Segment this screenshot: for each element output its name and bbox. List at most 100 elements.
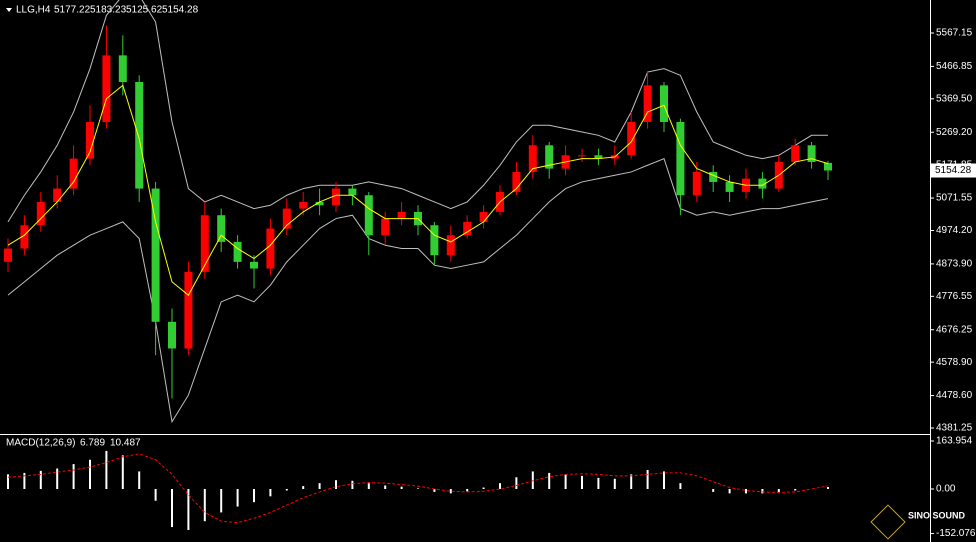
macd-bar	[220, 488, 223, 513]
candle-body	[168, 321, 176, 349]
macd-bar	[745, 488, 747, 494]
candle-body	[807, 145, 816, 162]
candle-body	[463, 221, 472, 236]
macd-bar	[515, 477, 518, 489]
macd-bar	[138, 471, 141, 489]
candle-body	[4, 248, 12, 262]
candle-body	[512, 171, 521, 192]
macd-bar	[89, 459, 91, 489]
menu-arrow	[6, 8, 12, 12]
candle-body	[578, 155, 586, 157]
macd-bar	[679, 483, 682, 489]
y-tick-label: 5369.50	[936, 93, 973, 104]
macd-bar	[253, 488, 255, 503]
y-tick-label: 4974.20	[936, 225, 973, 236]
macd-bar	[548, 472, 551, 489]
header-value: 5154.28	[162, 5, 199, 16]
candle-body	[332, 188, 340, 206]
macd-signal	[7, 453, 829, 524]
y-tick-label: 5567.15	[936, 28, 973, 39]
macd-bar	[187, 488, 190, 530]
macd-bar	[827, 487, 829, 489]
y-tick-label: 4776.55	[936, 291, 973, 302]
candle-body	[676, 121, 685, 196]
macd-bar	[400, 486, 403, 489]
candle-body	[348, 188, 357, 196]
moving-average	[7, 84, 829, 296]
y-tick-label: 5071.55	[936, 193, 973, 204]
macd-bar	[417, 488, 419, 489]
macd-bar	[482, 487, 485, 489]
candle-body	[594, 155, 603, 159]
y-tick-label: 5466.85	[936, 61, 973, 72]
macd-bar	[7, 474, 9, 489]
macd-bar	[203, 488, 206, 522]
candle-body	[397, 211, 406, 219]
y-tick-label: 4381.25	[936, 423, 973, 434]
band-lower	[7, 157, 829, 424]
macd-bar	[597, 477, 600, 489]
macd-bar	[56, 468, 59, 489]
macd-bar	[105, 450, 108, 489]
macd-bar	[663, 471, 665, 489]
macd-bar	[269, 488, 272, 497]
candle-body	[627, 121, 636, 156]
macd-title: MACD(12,26,9)	[6, 438, 75, 449]
y-tick-label: 0.00	[936, 484, 956, 495]
macd-bar	[367, 483, 370, 489]
candle-body	[315, 201, 324, 206]
logo-text: SINO SOUND	[908, 510, 966, 520]
last-price-label: 5154.28	[935, 165, 972, 176]
macd-bar	[154, 488, 157, 501]
candle-body	[364, 195, 373, 236]
candle-body	[184, 271, 193, 349]
candle-body	[791, 145, 800, 162]
macd-bar	[777, 488, 780, 493]
chart-title: LLG,H4	[16, 5, 51, 16]
y-tick-label: -152.076	[936, 528, 976, 539]
candle-body	[200, 215, 209, 272]
macd-bar	[121, 455, 124, 489]
macd-bar	[351, 480, 354, 489]
macd-bar	[728, 488, 731, 494]
candle-body	[118, 55, 127, 83]
candle-body	[151, 188, 160, 322]
y-tick-label: 4873.90	[936, 259, 973, 270]
last-price-box	[931, 163, 976, 178]
candle-body	[709, 171, 718, 182]
macd-bar	[318, 483, 321, 489]
y-tick-label: 5269.20	[936, 127, 973, 138]
candle-body	[102, 55, 111, 122]
macd-bar	[564, 474, 567, 489]
candle-body	[36, 201, 45, 226]
candle-body	[135, 82, 144, 189]
candle-body	[250, 261, 258, 269]
candle-body	[299, 201, 308, 209]
candle-body	[725, 181, 734, 192]
candle-body	[282, 208, 291, 229]
macd-bar	[39, 470, 42, 489]
macd-bar	[531, 471, 534, 489]
y-tick-label: 4676.25	[936, 324, 973, 335]
candle-body	[430, 225, 439, 256]
header-value: 5177.22	[54, 5, 91, 16]
logo-icon	[870, 504, 906, 540]
macd-bar	[794, 488, 797, 491]
candle-body	[446, 235, 455, 256]
candle-body	[824, 162, 832, 171]
macd-bar	[646, 469, 649, 489]
y-tick-label: 4578.90	[936, 357, 973, 368]
macd-bar	[613, 478, 616, 489]
macd-bar	[171, 488, 173, 528]
candle-body	[660, 85, 668, 122]
macd-bar	[433, 488, 436, 492]
y-tick-label: 4478.60	[936, 390, 973, 401]
macd-bar	[449, 488, 452, 494]
macd-bar	[581, 475, 583, 489]
header-value: 5183.23	[90, 5, 127, 16]
macd-bar	[285, 488, 288, 491]
candle-body	[381, 218, 390, 236]
y-tick-label: 163.954	[936, 436, 973, 447]
candle-body	[479, 211, 488, 222]
